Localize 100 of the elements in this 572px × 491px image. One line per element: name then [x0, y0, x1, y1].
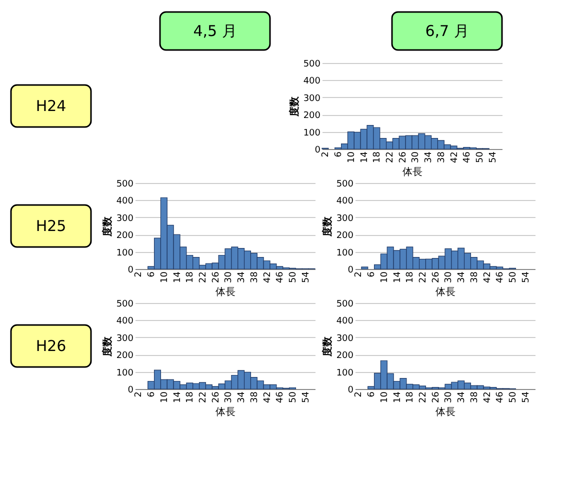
x-tick-label: 14	[392, 271, 403, 283]
x-tick-label: 6	[147, 271, 158, 278]
x-tick-label: 14	[360, 151, 370, 163]
y-tick-label: 200	[116, 231, 134, 242]
x-tick-label: 30	[444, 391, 454, 403]
x-tick-label: 2	[321, 152, 332, 158]
x-tick-label: 6	[147, 391, 158, 398]
y-tick-label: 0	[128, 266, 134, 276]
x-tick-label: 22	[198, 272, 208, 283]
y-tick-label: 400	[336, 196, 354, 207]
x-tick-label: 22	[418, 272, 428, 283]
y-tick-label: 200	[336, 231, 354, 242]
y-tick-label: 500	[303, 60, 321, 70]
x-tick-label: 46	[276, 391, 286, 403]
y-axis-title: 度数	[321, 336, 334, 358]
y-tick-label: 100	[116, 368, 134, 378]
y-tick-label: 0	[128, 386, 134, 396]
x-tick-label: 26	[211, 391, 222, 403]
x-tick-label: 34	[457, 271, 468, 283]
x-tick-label: 50	[288, 271, 298, 283]
y-tick-label: 400	[116, 316, 134, 327]
y-axis-title: 度数	[101, 336, 114, 358]
x-tick-label: 50	[508, 271, 518, 283]
x-tick-label: 22	[198, 392, 208, 403]
x-tick-label: 38	[470, 391, 480, 403]
x-tick-label: 50	[288, 391, 298, 403]
x-tick-label: 34	[237, 391, 248, 403]
x-tick-label: 42	[262, 392, 273, 403]
y-axis-title: 度数	[321, 216, 334, 238]
y-tick-label: 500	[116, 300, 134, 310]
y-tick-label: 200	[336, 351, 354, 362]
y-tick-label: 200	[116, 351, 134, 362]
y-tick-label: 300	[336, 214, 354, 224]
x-tick-label: 10	[160, 271, 170, 283]
x-tick-label: 10	[346, 151, 357, 163]
x-tick-label: 26	[398, 151, 408, 163]
y-tick-label: 300	[303, 94, 321, 104]
x-tick-label: 50	[476, 151, 486, 163]
x-axis-title: 体長	[402, 166, 422, 178]
x-tick-label: 18	[186, 391, 196, 403]
x-tick-label: 22	[386, 152, 396, 163]
x-tick-label: 42	[450, 152, 460, 163]
y-tick-label: 100	[303, 128, 321, 138]
x-tick-label: 34	[237, 271, 248, 283]
x-tick-label: 18	[406, 271, 416, 283]
x-tick-label: 34	[424, 151, 434, 163]
x-tick-label: 22	[418, 392, 428, 403]
x-tick-label: 30	[224, 391, 234, 403]
x-tick-label: 18	[406, 391, 416, 403]
bar	[361, 266, 368, 270]
x-tick-label: 2	[134, 392, 144, 398]
x-tick-label: 42	[482, 272, 493, 283]
y-tick-label: 300	[116, 214, 134, 224]
x-tick-label: 54	[521, 271, 532, 283]
y-axis-title: 度数	[288, 96, 300, 118]
y-tick-label: 100	[116, 248, 134, 258]
x-tick-label: 34	[457, 391, 468, 403]
y-tick-label: 300	[116, 334, 134, 344]
x-tick-label: 30	[444, 271, 454, 283]
x-tick-label: 18	[186, 271, 196, 283]
text: H26	[36, 337, 66, 355]
x-tick-label: 38	[250, 271, 260, 283]
y-tick-label: 100	[336, 248, 354, 258]
x-tick-label: 54	[301, 271, 312, 283]
text: H24	[36, 97, 66, 115]
y-tick-label: 200	[303, 111, 321, 122]
x-tick-label: 10	[380, 391, 390, 403]
x-axis-title: 体長	[436, 406, 456, 418]
x-tick-label: 46	[462, 151, 473, 163]
x-tick-label: 42	[262, 272, 273, 283]
x-tick-label: 54	[488, 151, 498, 163]
x-axis-title: 体長	[436, 286, 456, 298]
y-tick-label: 500	[336, 300, 354, 310]
x-axis-title: 体長	[216, 286, 236, 298]
x-tick-label: 18	[372, 151, 383, 163]
x-tick-label: 54	[521, 391, 532, 403]
x-tick-label: 10	[380, 271, 390, 283]
x-tick-label: 14	[172, 271, 183, 283]
y-tick-label: 300	[336, 334, 354, 344]
x-tick-label: 46	[276, 271, 286, 283]
x-tick-label: 10	[160, 391, 170, 403]
x-tick-label: 2	[134, 272, 144, 278]
x-tick-label: 42	[482, 392, 493, 403]
x-tick-label: 26	[431, 391, 442, 403]
y-tick-label: 100	[336, 368, 354, 378]
x-tick-label: 6	[334, 151, 344, 158]
text: H25	[36, 217, 66, 235]
x-tick-label: 2	[354, 392, 364, 398]
y-tick-label: 0	[348, 386, 354, 396]
y-tick-label: 500	[336, 180, 354, 190]
y-tick-label: 400	[303, 76, 321, 87]
x-tick-label: 38	[470, 271, 480, 283]
text: 4,5 月	[193, 22, 237, 40]
x-tick-label: 6	[367, 271, 378, 278]
y-tick-label: 0	[314, 146, 321, 156]
x-tick-label: 14	[392, 391, 403, 403]
x-tick-label: 2	[354, 272, 364, 278]
x-tick-label: 30	[411, 151, 422, 163]
x-tick-label: 26	[431, 271, 442, 283]
x-tick-label: 14	[172, 391, 183, 403]
